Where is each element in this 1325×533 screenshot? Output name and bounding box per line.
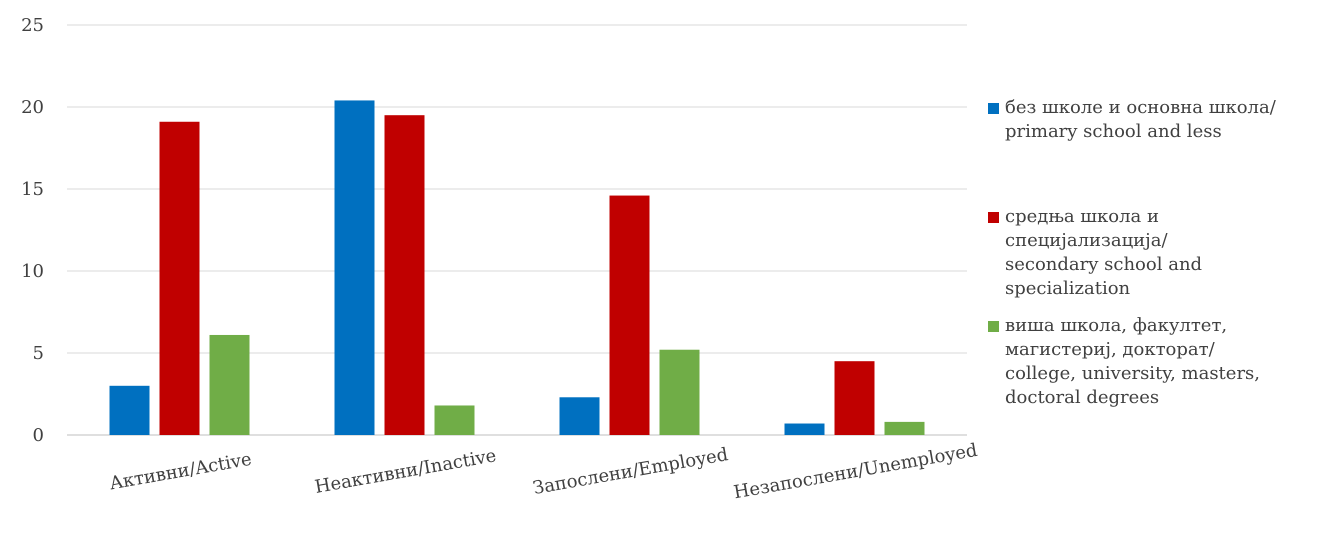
- legend-item-tertiary: виша школа, факултет, магистериј, доктор…: [988, 314, 1315, 410]
- legend-item-primary: без школе и основна школа/ primary schoo…: [988, 96, 1315, 144]
- bar-s2-c2: [659, 349, 700, 435]
- bar-s0-c0: [109, 385, 150, 435]
- y-tick-label-0: 0: [33, 425, 44, 446]
- bar-s2-c1: [434, 405, 475, 435]
- legend-swatch-secondary: [988, 212, 999, 223]
- bar-s0-c1: [334, 100, 375, 435]
- bar-s2-c3: [884, 421, 925, 435]
- x-category-label-2: Запослени/Employed: [531, 444, 729, 499]
- legend-label-secondary: средња школа и специјализација/ secondar…: [1005, 206, 1203, 299]
- bar-s1-c1: [384, 115, 425, 435]
- x-category-label-3: Незапослени/Unemployed: [732, 440, 979, 504]
- x-category-label-1: Неактивни/Inactive: [313, 445, 498, 498]
- y-tick-label-20: 20: [21, 97, 44, 118]
- y-tick-label-15: 15: [21, 179, 44, 200]
- legend-label-primary: без школе и основна школа/ primary schoo…: [1005, 97, 1276, 142]
- bar-s0-c2: [559, 397, 600, 435]
- x-category-label-0: Активни/Active: [108, 449, 253, 495]
- legend-label-tertiary: виша школа, факултет, магистериј, доктор…: [1005, 315, 1261, 408]
- legend-swatch-primary: [988, 103, 999, 114]
- bar-s1-c2: [609, 195, 650, 435]
- bar-s0-c3: [784, 423, 825, 435]
- legend-swatch-tertiary: [988, 321, 999, 332]
- legend-item-secondary: средња школа и специјализација/ secondar…: [988, 205, 1315, 301]
- bar-s1-c3: [834, 361, 875, 435]
- y-tick-label-25: 25: [21, 15, 44, 36]
- y-tick-label-5: 5: [33, 343, 44, 364]
- bar-s1-c0: [159, 121, 200, 435]
- bar-s2-c0: [209, 334, 250, 435]
- y-tick-label-10: 10: [21, 261, 44, 282]
